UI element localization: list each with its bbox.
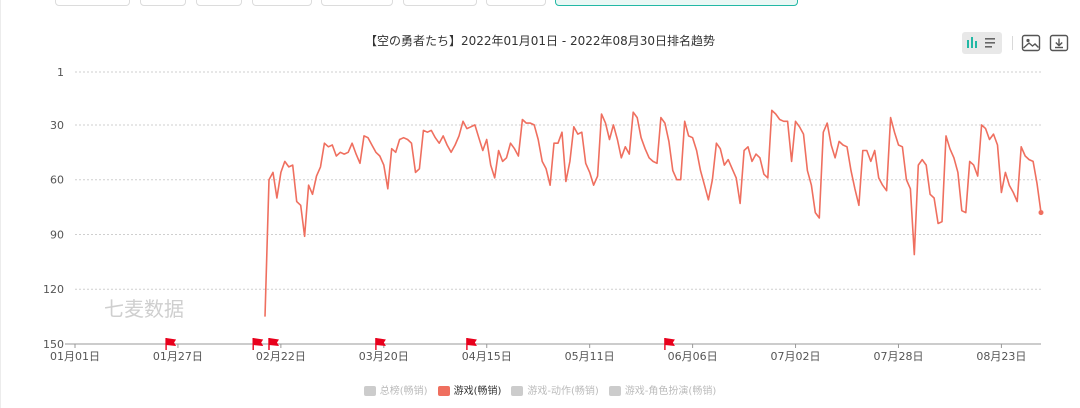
y-axis-ticks: 1 30 60 90 120 150 [43, 66, 64, 351]
legend-item[interactable]: 游戏(畅销) [437, 382, 502, 397]
filter-button-2[interactable] [140, 0, 186, 6]
legend-item[interactable]: 游戏-动作(畅销) [511, 382, 599, 397]
event-flag-icon[interactable] [664, 338, 675, 350]
legend-swatch [608, 386, 621, 396]
series-end-point [1038, 210, 1044, 216]
legend-label: 游戏(畅销) [453, 386, 502, 397]
legend-swatch [363, 386, 376, 396]
y-tick-label: 30 [50, 119, 64, 132]
filter-button-7[interactable] [486, 0, 546, 6]
legend-label: 总榜(畅销) [379, 386, 428, 397]
filter-button-6[interactable] [403, 0, 477, 6]
chart-view-toggle[interactable] [962, 32, 1002, 54]
x-axis: 01月01日 01月27日 02月22日 03月20日 04月15日 05月11日 06月0… [50, 343, 1041, 363]
series-line-path [264, 109, 1042, 317]
chart-toolbar [962, 32, 1072, 54]
watermark: 七麦数据 [104, 297, 184, 321]
y-tick-label: 120 [43, 283, 64, 296]
x-tick-label: 01月01日 [50, 350, 100, 363]
event-flag-icon[interactable] [268, 338, 279, 350]
legend-swatch [437, 386, 450, 396]
filter-button-4[interactable] [252, 0, 312, 6]
list-icon[interactable] [985, 38, 995, 48]
bar-chart-icon[interactable] [967, 37, 977, 48]
y-tick-label: 1 [57, 66, 64, 79]
filter-button-5[interactable] [321, 0, 393, 6]
event-flags [165, 338, 675, 350]
y-tick-label: 90 [50, 228, 64, 241]
x-tick-label: 01月27日 [153, 350, 203, 363]
top-filter-bar [0, 0, 1080, 8]
x-tick-label: 07月28日 [873, 350, 923, 363]
panel-left-border [0, 0, 1, 408]
chart-legend: 总榜(畅销) 游戏(畅销) 游戏-动作(畅销) 游戏-角色扮演(畅销) [0, 382, 1080, 397]
event-flag-icon[interactable] [252, 338, 264, 350]
x-tick-label: 04月15日 [462, 350, 512, 363]
image-icon[interactable] [1020, 32, 1042, 54]
filter-button-custom-range[interactable] [555, 0, 798, 6]
legend-label: 游戏-动作(畅销) [527, 386, 599, 397]
chart-title: 【空の勇者たち】2022年01月01日 - 2022年08月30日排名趋势 [364, 34, 716, 48]
filter-button-1[interactable] [55, 0, 130, 6]
y-tick-label: 150 [43, 338, 64, 351]
x-tick-label: 08月23日 [976, 350, 1026, 363]
x-tick-label: 06月06日 [668, 350, 718, 363]
x-tick-label: 07月02日 [771, 350, 821, 363]
y-tick-label: 60 [50, 174, 64, 187]
series-line [264, 109, 1044, 317]
x-tick-label: 02月22日 [256, 350, 306, 363]
event-flag-icon[interactable] [165, 338, 177, 350]
legend-item[interactable]: 游戏-角色扮演(畅销) [608, 382, 717, 397]
event-flag-icon[interactable] [466, 338, 477, 350]
toolbar-separator [1012, 36, 1013, 50]
x-tick-label: 05月11日 [565, 350, 615, 363]
filter-button-3[interactable] [196, 0, 242, 6]
legend-label: 游戏-角色扮演(畅销) [624, 386, 717, 397]
x-tick-label: 03月20日 [359, 350, 409, 363]
grid-lines [75, 71, 1041, 290]
legend-item[interactable]: 总榜(畅销) [363, 382, 428, 397]
event-flag-icon[interactable] [375, 338, 386, 350]
download-icon[interactable] [1048, 32, 1070, 54]
legend-swatch [511, 386, 524, 396]
